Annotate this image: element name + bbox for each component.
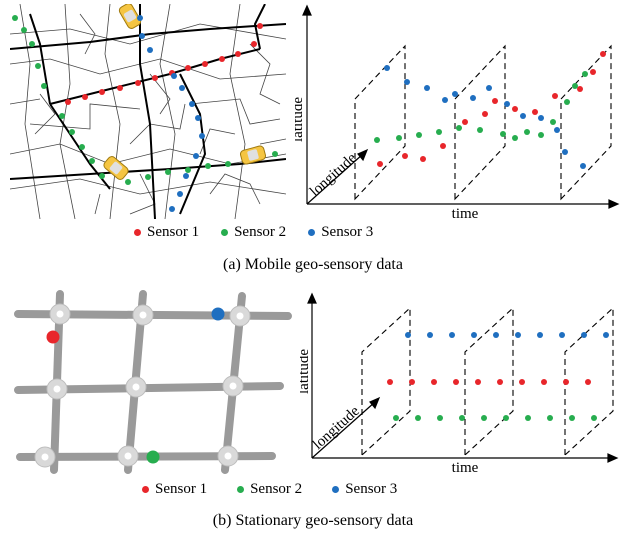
mobile-city-map [10,4,286,219]
sensor-2-points [393,415,597,421]
x-axis-label: time [452,460,479,476]
sensor-2-trajectory [12,15,278,185]
legend-dot-sensor-1 [134,229,141,236]
legend-label-sensor-2: Sensor 2 [250,481,303,497]
legend-dot-sensor-3 [308,229,316,236]
legend-label-sensor-1: Sensor 1 [147,224,200,240]
sensor-3-points [405,332,609,338]
taxi-icon [239,145,267,165]
legend-label-sensor-3: Sensor 3 [321,224,374,240]
legend-dot-sensor-2 [221,229,229,236]
sensor-3-points [384,65,586,169]
legend-label-sensor-3: Sensor 3 [345,481,398,497]
axes [307,292,619,463]
legend-dot-sensor-1 [142,486,149,493]
caption-a: (a) Mobile geo-sensory data [223,256,403,273]
legend-label-sensor-2: Sensor 2 [234,224,287,240]
sensor-1-points [387,379,591,385]
node-centers [41,310,244,461]
time-slice-planes [354,44,612,201]
sensor-3-trajectory [137,15,205,212]
minor-roads [10,4,286,219]
z-axis-label: longitude [310,403,363,453]
taxi-icon [103,156,129,180]
sensor-2-marker [146,450,160,464]
y-axis-label: latitude [300,349,312,394]
taxi-icon [118,4,142,29]
y-axis-label: latitude [295,97,306,142]
stationary-road-grid [14,290,292,474]
stationary-spatiotemporal-plot: latitude longitude time [300,292,619,476]
sensor-1-trajectory [65,23,263,105]
taxi-icons [103,4,267,180]
x-axis-label: time [452,206,479,222]
z-axis-label: longitude [307,150,360,200]
legend-b: Sensor 1 Sensor 2 Sensor 3 [142,481,397,498]
legend-dot-sensor-2 [237,486,245,493]
time-slice-planes [361,306,614,457]
legend-dot-sensor-3 [332,486,340,493]
mobile-spatiotemporal-plot: latitude longitude time [295,4,620,222]
sensor-1-marker [46,330,60,344]
sensor-1-points [377,51,606,167]
sensor-3-marker [211,307,225,321]
legend-label-sensor-1: Sensor 1 [155,481,208,497]
caption-b: (b) Stationary geo-sensory data [212,512,414,529]
axes [302,4,620,209]
sensor-2-points [374,71,588,143]
legend-a: Sensor 1 Sensor 2 Sensor 3 [134,224,373,241]
